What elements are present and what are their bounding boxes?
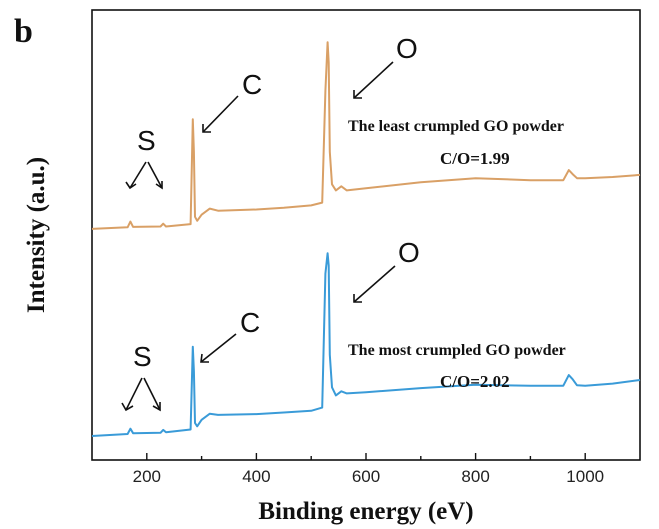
top-oxygen-arrow	[353, 61, 394, 99]
bottom-sulfur-arrowhead-right	[152, 402, 161, 412]
bottom-sample-label: The most crumpled GO powder	[348, 342, 566, 359]
annotation-top-sulfur: S	[125, 125, 163, 190]
series-layer	[91, 41, 641, 437]
x-tick-label: 600	[352, 467, 380, 486]
x-axis-ticks: 200 400 600 800 1000	[133, 453, 604, 486]
top-sulfur-arrow-right	[147, 161, 163, 189]
top-carbon-label: C	[242, 69, 262, 100]
plot-area: 200 400 600 800 1000	[91, 9, 641, 486]
bottom-sulfur-arrowhead-left	[121, 402, 134, 412]
annotation-top-carbon: C	[202, 69, 262, 133]
bottom-sulfur-arrow-right	[143, 377, 161, 411]
bottom-carbon-label: C	[240, 307, 260, 338]
top-sulfur-arrow-left	[129, 161, 147, 189]
bottom-carbon-arrow	[200, 333, 237, 363]
top-sulfur-arrowhead-left	[125, 181, 137, 190]
y-axis-title: Intensity (a.u.)	[23, 157, 50, 313]
bottom-ratio-label: C/O=2.02	[440, 372, 510, 391]
x-tick-label: 200	[133, 467, 161, 486]
bottom-oxygen-label: O	[398, 237, 420, 268]
bottom-carbon-arrowhead	[200, 353, 209, 363]
series-line-most-crumpled	[91, 252, 641, 437]
x-tick-label: 800	[461, 467, 489, 486]
top-carbon-arrow	[202, 95, 239, 133]
bottom-sulfur-label: S	[133, 341, 152, 372]
annotation-top-oxygen: O	[353, 33, 418, 99]
annotation-bottom-carbon: C	[200, 307, 260, 363]
top-carbon-arrowhead	[202, 124, 211, 133]
bottom-sulfur-arrow-left	[125, 377, 143, 411]
panel-letter: b	[14, 13, 33, 50]
top-sulfur-label: S	[137, 125, 156, 156]
x-axis-title: Binding energy (eV)	[258, 498, 473, 525]
annotation-bottom-oxygen: O	[353, 237, 420, 303]
bottom-oxygen-arrow	[353, 265, 396, 303]
x-tick-label: 400	[242, 467, 270, 486]
top-sulfur-arrowhead-right	[155, 181, 163, 190]
top-sample-label: The least crumpled GO powder	[348, 118, 564, 135]
series-line-least-crumpled	[91, 41, 641, 230]
annotation-bottom-sulfur: S	[121, 341, 161, 412]
bottom-oxygen-arrowhead	[353, 294, 362, 303]
x-tick-label: 1000	[566, 467, 604, 486]
top-ratio-label: C/O=1.99	[440, 149, 510, 168]
top-oxygen-arrowhead	[353, 90, 362, 99]
top-oxygen-label: O	[396, 33, 418, 64]
